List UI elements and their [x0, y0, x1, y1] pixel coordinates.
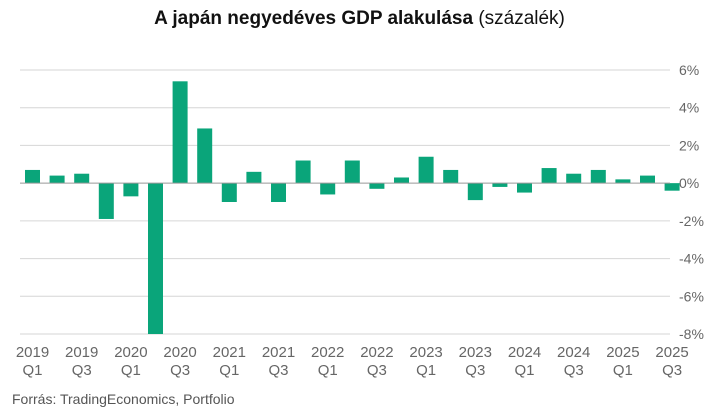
x-tick-year: 2024	[508, 344, 541, 361]
bar	[271, 183, 286, 202]
x-tick-quarter: Q3	[268, 362, 288, 379]
bar	[369, 183, 385, 189]
x-tick-year: 2022	[360, 344, 393, 361]
bar	[320, 183, 336, 195]
x-tick-quarter: Q1	[613, 362, 633, 379]
bar	[664, 183, 680, 191]
x-tick-year: 2020	[114, 344, 147, 361]
x-tick-quarter: Q1	[416, 362, 436, 379]
chart-title-main: A japán negyedéves GDP alakulása	[154, 8, 474, 29]
bar	[566, 173, 582, 184]
x-tick-quarter: Q1	[121, 362, 141, 379]
x-tick-year: 2020	[163, 344, 196, 361]
bar	[467, 183, 483, 201]
bar	[344, 160, 360, 184]
x-tick-year: 2025	[606, 344, 639, 361]
bar	[148, 183, 163, 334]
x-tick-year: 2023	[459, 344, 492, 361]
x-tick-quarter: Q3	[662, 362, 682, 379]
y-tick-label: 2%	[679, 137, 699, 153]
y-tick-label: 6%	[679, 62, 699, 78]
x-tick-quarter: Q1	[219, 362, 239, 379]
x-tick-quarter: Q3	[465, 362, 485, 379]
x-tick-year: 2023	[409, 344, 442, 361]
bar	[443, 169, 459, 184]
bar	[492, 183, 508, 187]
bar	[418, 156, 434, 184]
source-note: Forrás: TradingEconomics, Portfolio	[12, 391, 235, 407]
bar	[541, 168, 557, 184]
x-tick-year: 2024	[557, 344, 590, 361]
x-tick-quarter: Q1	[318, 362, 338, 379]
x-tick-year: 2019	[16, 344, 49, 361]
y-tick-label: -6%	[679, 288, 704, 304]
y-tick-label: 0%	[679, 175, 699, 191]
y-tick-label: -2%	[679, 213, 704, 229]
y-tick-label: -8%	[679, 326, 704, 342]
x-tick-quarter: Q1	[514, 362, 534, 379]
x-tick-year: 2021	[213, 344, 246, 361]
bar	[74, 173, 90, 184]
x-tick-year: 2021	[262, 344, 295, 361]
x-tick-quarter: Q3	[72, 362, 92, 379]
bar	[172, 81, 188, 184]
bar	[615, 179, 631, 184]
bar	[25, 169, 40, 184]
x-tick-year: 2025	[655, 344, 688, 361]
bar	[295, 160, 311, 184]
chart-title-unit: (százalék)	[478, 8, 565, 29]
bar	[197, 128, 213, 184]
x-tick-quarter: Q1	[22, 362, 42, 379]
y-tick-label: 4%	[679, 100, 699, 116]
bar	[98, 183, 114, 219]
x-tick-quarter: Q3	[170, 362, 190, 379]
y-tick-label: -4%	[679, 251, 704, 267]
bar	[517, 183, 532, 193]
chart-title: A japán negyedéves GDP alakulása (százal…	[0, 8, 719, 30]
bar	[246, 171, 262, 184]
bar	[590, 169, 606, 184]
x-tick-year: 2022	[311, 344, 344, 361]
bar	[394, 177, 409, 184]
x-tick-quarter: Q3	[367, 362, 387, 379]
bar	[49, 175, 65, 184]
bar	[640, 175, 655, 184]
bar	[221, 183, 237, 202]
x-tick-quarter: Q3	[564, 362, 584, 379]
bar	[123, 183, 139, 197]
x-tick-year: 2019	[65, 344, 98, 361]
